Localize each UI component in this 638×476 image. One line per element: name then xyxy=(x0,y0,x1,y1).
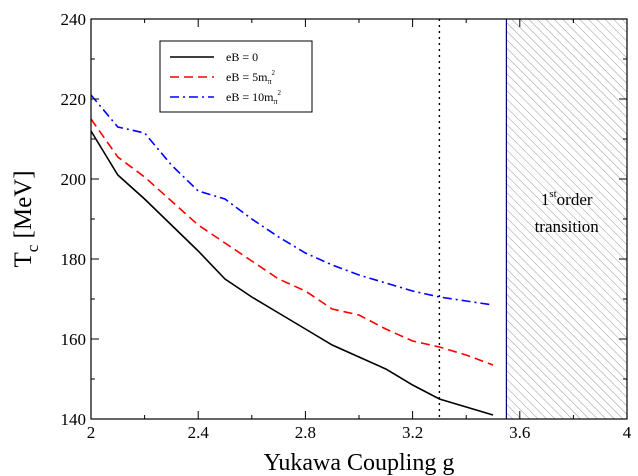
series-line-0 xyxy=(90,130,494,416)
y-axis-title-main: T xyxy=(10,252,37,267)
x-tick-label: 2 xyxy=(87,423,96,442)
y-tick-label: 180 xyxy=(61,250,87,269)
legend-label-main: eB = 10m xyxy=(226,90,274,104)
legend-label-0: eB = 0 xyxy=(226,50,258,64)
y-tick-label: 140 xyxy=(61,410,87,429)
legend-label-1: eB = 5mπ2 xyxy=(226,69,275,86)
series-line-1 xyxy=(90,118,494,366)
x-tick-label: 4 xyxy=(623,423,632,442)
legend-label-sup: 2 xyxy=(277,89,281,97)
x-tick-labels: 2 2.4 2.8 3.2 3.6 4 xyxy=(87,423,632,442)
legend-label-sup: 2 xyxy=(271,69,275,77)
legend-label-sub: π xyxy=(273,97,277,106)
y-axis-title-sub: c xyxy=(23,244,42,252)
series-layer xyxy=(90,94,494,416)
y-tick-label: 200 xyxy=(61,170,87,189)
legend-label-2: eB = 10mπ2 xyxy=(226,89,281,106)
y-tick-label: 240 xyxy=(61,10,87,29)
x-axis-title: Yukawa Coupling g xyxy=(264,450,455,476)
annotation-line-1: 1storder xyxy=(541,188,593,209)
series-line-2 xyxy=(90,94,494,306)
ticks-layer xyxy=(91,19,627,419)
annotation-ordinal-suffix: st xyxy=(549,188,556,200)
legend-label-main: eB = 5m xyxy=(226,70,268,84)
y-axis-title-rest: [MeV] xyxy=(10,170,37,244)
annotation-order-word: order xyxy=(557,190,593,209)
first-order-region xyxy=(506,19,627,419)
y-axis-title: Tc [MeV] xyxy=(10,170,42,267)
legend-label-main: eB = 0 xyxy=(226,50,258,64)
x-tick-label: 3.2 xyxy=(402,423,423,442)
y-tick-label: 160 xyxy=(61,330,87,349)
annotation-line-2: transition xyxy=(535,217,600,236)
y-tick-label: 220 xyxy=(61,90,87,109)
x-tick-label: 2.4 xyxy=(188,423,210,442)
y-tick-labels: 140 160 180 200 220 240 xyxy=(61,10,87,429)
annotation-ordinal: 1 xyxy=(541,190,550,209)
x-tick-label: 2.8 xyxy=(295,423,316,442)
first-order-annotation: 1storder transition xyxy=(535,188,600,236)
x-tick-label: 3.6 xyxy=(509,423,530,442)
legend-label-sub: π xyxy=(267,77,271,86)
